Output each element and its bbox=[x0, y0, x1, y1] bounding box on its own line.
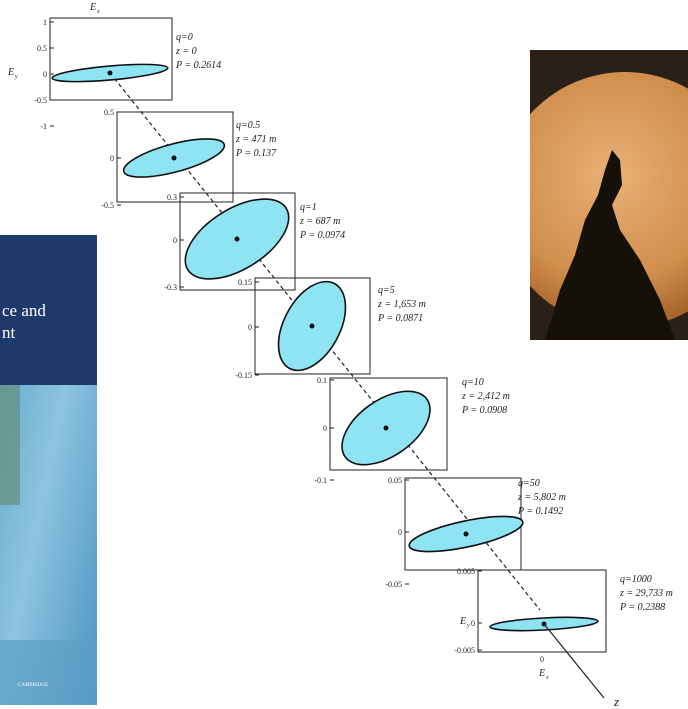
panel-q: q=0.5 bbox=[236, 120, 260, 131]
ex-label-bottom: E bbox=[538, 668, 545, 679]
panel-P: P = 0.0908 bbox=[461, 405, 507, 416]
z-label: z bbox=[613, 694, 619, 709]
y-tick-label: -0.5 bbox=[34, 96, 47, 105]
panel-P: P = 0.0974 bbox=[299, 230, 345, 241]
ey-label-top: E bbox=[7, 67, 14, 78]
y-tick-label: -0.005 bbox=[454, 646, 475, 655]
y-tick-label: 0 bbox=[173, 236, 177, 245]
panel: 0.1 0 -0.1 q=10 z = 2,412 m P = 0.0908 bbox=[314, 376, 510, 485]
cover-text: ce and bbox=[2, 301, 46, 320]
panel: 0.3 0 -0.3 q=1 z = 687 m P = 0.0974 bbox=[164, 192, 345, 292]
panel: 0.5 0 -0.5 q=0.5 z = 471 m P = 0.137 bbox=[101, 108, 277, 210]
center-dot bbox=[383, 425, 389, 431]
y-tick-label: 0 bbox=[43, 70, 47, 79]
panel-z: z = 29,733 m bbox=[619, 588, 673, 599]
panel-frame bbox=[116, 111, 234, 203]
y-tick-label: 0.1 bbox=[317, 376, 327, 385]
center-dot bbox=[309, 323, 315, 329]
publisher: CAMBRIDGE bbox=[18, 683, 48, 688]
panel: 1 0.5 0 -0.5 -1 q=0 z = 0 P = 0.2614 bbox=[34, 17, 221, 131]
panel-q: q=10 bbox=[462, 377, 484, 388]
panel-P: P = 0.1492 bbox=[517, 506, 563, 517]
center-dot bbox=[107, 70, 113, 76]
panel-frame bbox=[179, 192, 296, 291]
panel-z: z = 2,412 m bbox=[461, 391, 510, 402]
panel: 0.15 0 -0.15 q=5 z = 1,653 m P = 0.0871 bbox=[235, 277, 426, 380]
panel-z: z = 5,802 m bbox=[517, 492, 566, 503]
cover-text: nt bbox=[2, 323, 16, 342]
panel-q: q=0 bbox=[176, 32, 193, 43]
z-axis-tail bbox=[543, 623, 605, 699]
y-tick-label: -0.05 bbox=[385, 580, 402, 589]
panel-z: z = 687 m bbox=[299, 216, 340, 227]
center-dot bbox=[171, 155, 177, 161]
y-tick-label: 0 bbox=[323, 424, 327, 433]
panel-z: z = 471 m bbox=[235, 134, 276, 145]
panel-P: P = 0.2614 bbox=[175, 60, 221, 71]
y-tick-label: 0 bbox=[110, 154, 114, 163]
y-tick-label: 1 bbox=[43, 18, 47, 27]
center-dot bbox=[234, 236, 240, 242]
y-tick-label: -0.1 bbox=[314, 476, 327, 485]
panel: 0.005 0 -0.005 q=1000 z = 29,733 m P = 0.2388… bbox=[454, 567, 673, 664]
ex-label-top: E bbox=[89, 2, 96, 13]
y-tick-label: 0.5 bbox=[37, 44, 47, 53]
panel-z: z = 0 bbox=[175, 46, 197, 57]
ey-label-top-sub: y bbox=[14, 74, 18, 80]
panel-P: P = 0.0871 bbox=[377, 313, 423, 324]
y-tick-label: -1 bbox=[40, 122, 47, 131]
y-tick-label: 0.15 bbox=[238, 278, 252, 287]
panel-frame bbox=[329, 377, 448, 471]
panel-P: P = 0.137 bbox=[235, 148, 277, 159]
y-tick-label: 0 bbox=[248, 323, 252, 332]
panel-q: q=1000 bbox=[620, 574, 652, 585]
panel-q: q=5 bbox=[378, 285, 395, 296]
panel-q: q=50 bbox=[518, 478, 540, 489]
x-tick-label: 0 bbox=[540, 655, 544, 664]
y-tick-label: 0 bbox=[398, 528, 402, 537]
center-dot bbox=[463, 531, 469, 537]
panel-P: P = 0.2388 bbox=[619, 602, 665, 613]
panel-frame bbox=[49, 17, 173, 101]
y-tick-label: 0 bbox=[471, 619, 475, 628]
y-tick-label: 0.5 bbox=[104, 108, 114, 117]
book-cover: ce and nt CAMBRIDGE bbox=[0, 235, 97, 705]
y-tick-label: -0.15 bbox=[235, 371, 252, 380]
ey-label-bottom: E bbox=[459, 616, 466, 627]
y-tick-label: 0.005 bbox=[457, 567, 475, 576]
ey-label-bottom-sub: y bbox=[466, 623, 470, 629]
panel-frame bbox=[254, 277, 371, 375]
y-tick-label: -0.5 bbox=[101, 201, 114, 210]
moon-photo bbox=[530, 50, 688, 340]
y-tick-label: 0.3 bbox=[167, 193, 177, 202]
panel: 0.05 0 -0.05 q=50 z = 5,802 m P = 0.1492 bbox=[385, 476, 566, 589]
ex-label-top-sub: x bbox=[96, 9, 100, 15]
panel-z: z = 1,653 m bbox=[377, 299, 426, 310]
panel-q: q=1 bbox=[300, 202, 317, 213]
panel-frame bbox=[477, 569, 607, 653]
y-tick-label: -0.3 bbox=[164, 283, 177, 292]
ex-label-bottom-sub: x bbox=[545, 675, 549, 681]
y-tick-label: 0.05 bbox=[388, 476, 402, 485]
